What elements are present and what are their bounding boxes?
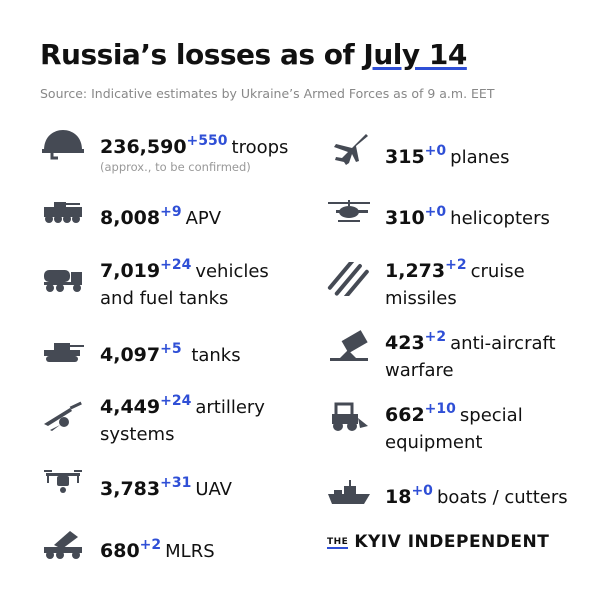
loss-item: 7,019+24 vehicles and fuel tanks	[100, 252, 269, 312]
helicopter-icon	[326, 196, 372, 230]
loss-delta: +0	[424, 143, 447, 159]
boat-icon	[326, 476, 372, 510]
source-note: Source: Indicative estimates by Ukraine’…	[40, 86, 495, 101]
loss-item: 236,590+550 troops (approx., to be confirm…	[100, 128, 288, 174]
loss-label: UAV	[195, 479, 232, 500]
plane-icon	[326, 132, 372, 166]
loss-label: cruise	[470, 261, 525, 282]
loss-label: APV	[185, 208, 222, 229]
loss-delta: +0	[424, 204, 447, 220]
loss-label-line2: and fuel tanks	[100, 288, 229, 309]
tank-icon	[40, 335, 86, 369]
loss-value: 310	[385, 207, 425, 229]
loss-delta: +31	[160, 475, 192, 491]
loss-label: MLRS	[165, 541, 215, 562]
loss-delta: +0	[411, 483, 433, 499]
loss-delta: +2	[445, 257, 467, 273]
loss-value: 7,019	[100, 260, 161, 282]
loss-label: planes	[450, 147, 510, 168]
apv-icon	[40, 195, 86, 229]
loss-delta: +2	[424, 329, 447, 345]
loss-delta: +24	[160, 393, 192, 409]
loss-label-line2: equipment	[385, 432, 483, 453]
loss-label: boats / cutters	[436, 487, 568, 508]
loss-item: 1,273+2 cruise missiles	[385, 252, 525, 312]
title-date: July 14	[363, 38, 467, 71]
loader-icon	[326, 400, 372, 434]
loss-item: 18+0 boats / cutters	[385, 478, 568, 511]
anti-aircraft-icon	[326, 330, 372, 364]
loss-delta: +550	[186, 133, 228, 149]
drone-icon	[40, 467, 86, 501]
fuel-truck-icon	[40, 262, 86, 296]
loss-delta: +9	[160, 204, 182, 220]
missile-icon	[326, 258, 372, 302]
loss-delta: +5	[160, 341, 182, 357]
page-title: Russia’s losses as of July 14	[40, 38, 467, 71]
loss-value: 18	[385, 486, 412, 508]
loss-value: 1,273	[385, 260, 446, 282]
loss-delta: +24	[160, 257, 192, 273]
loss-label: tanks	[185, 345, 241, 366]
loss-item: 3,783+31 UAV	[100, 470, 232, 503]
loss-delta: +10	[424, 401, 456, 417]
loss-value: 8,008	[100, 207, 161, 229]
loss-value: 680	[100, 540, 140, 562]
loss-label: anti-aircraft	[450, 333, 556, 354]
loss-note: (approx., to be confirmed)	[100, 160, 251, 174]
loss-label: vehicles	[195, 261, 269, 282]
loss-label: troops	[231, 137, 289, 158]
loss-item: 310+0 helicopters	[385, 199, 550, 232]
loss-label-line2: warfare	[385, 360, 454, 381]
loss-label: artillery	[195, 397, 265, 418]
loss-value: 3,783	[100, 478, 161, 500]
loss-item: 315+0 planes	[385, 138, 509, 171]
loss-value: 423	[385, 332, 425, 354]
loss-item: 680+2 MLRS	[100, 532, 215, 565]
loss-label-line2: missiles	[385, 288, 457, 309]
artillery-icon	[40, 398, 86, 432]
helmet-icon	[40, 128, 86, 162]
loss-label-line2: systems	[100, 424, 175, 445]
loss-value: 4,097	[100, 344, 161, 366]
loss-item: 423+2 anti-aircraft warfare	[385, 324, 556, 384]
loss-label: helicopters	[450, 208, 550, 229]
loss-item: 8,008+9 APV	[100, 199, 221, 232]
loss-label: special	[459, 405, 523, 426]
loss-value: 4,449	[100, 396, 161, 418]
loss-value: 315	[385, 146, 425, 168]
loss-value: 662	[385, 404, 425, 426]
kyiv-independent-logo: THE KYIV INDEPENDENT	[327, 532, 550, 552]
loss-item: 662+10 special equipment	[385, 396, 523, 456]
loss-item: 4,449+24 artillery systems	[100, 388, 265, 448]
mlrs-icon	[40, 527, 86, 561]
loss-value: 236,590	[100, 136, 187, 158]
loss-item: 4,097+5 tanks	[100, 336, 241, 369]
loss-delta: +2	[139, 537, 162, 553]
